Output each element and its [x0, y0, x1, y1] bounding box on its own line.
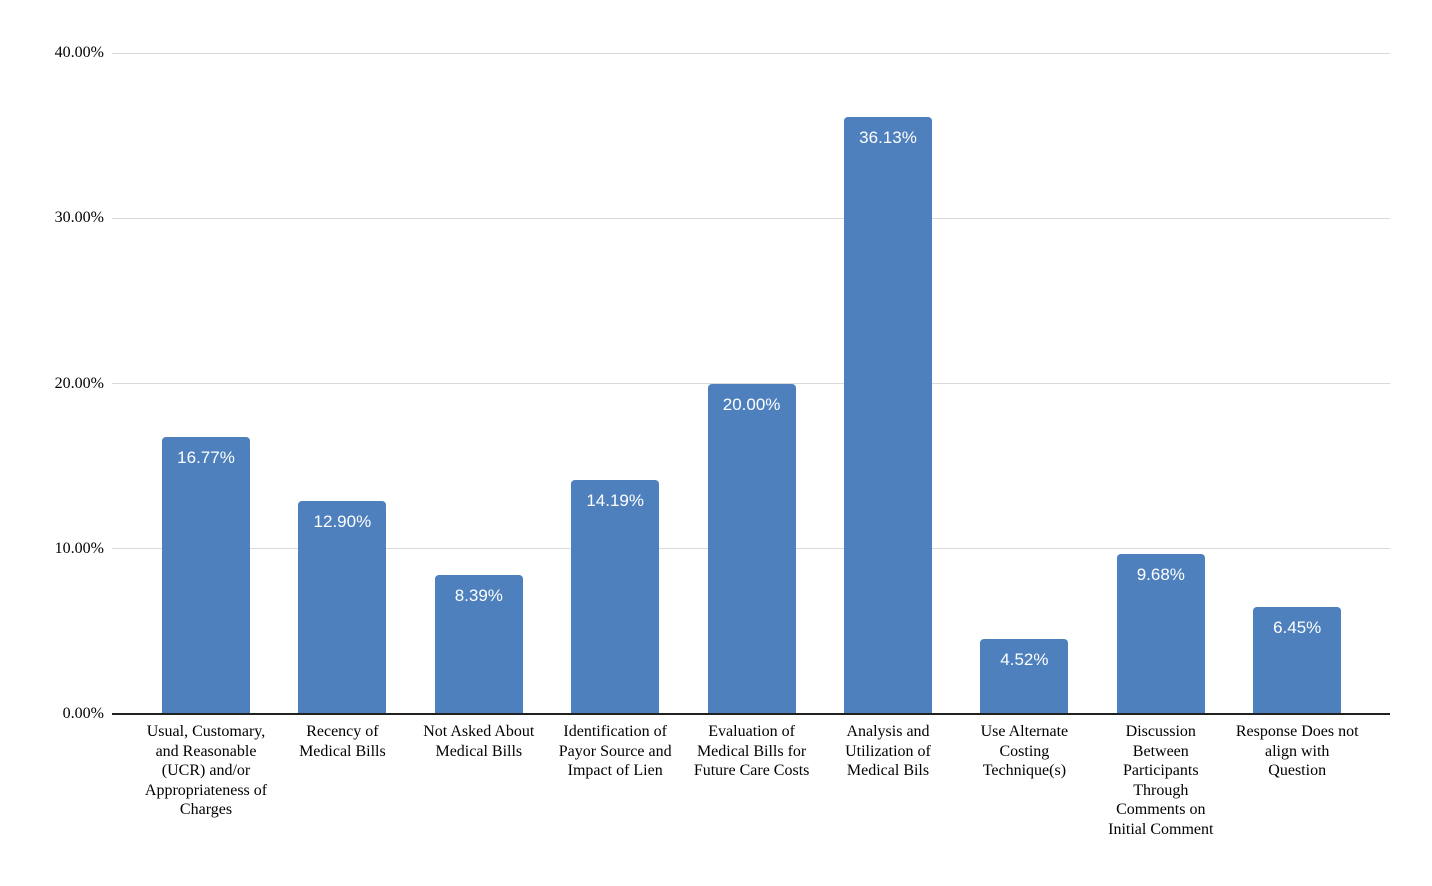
y-tick-label: 0.00%: [62, 705, 104, 722]
bar-1: 16.77%: [162, 436, 250, 714]
x-axis-line: [112, 713, 1390, 715]
bar-value-label: 16.77%: [177, 447, 235, 467]
bar-7: 4.52%: [980, 639, 1069, 714]
bar-value-label: 6.45%: [1273, 618, 1322, 638]
bar-value-label: 36.13%: [859, 127, 917, 147]
bar-value-label: 14.19%: [586, 490, 645, 510]
category-label-9: Response Does not align with Question: [1235, 723, 1359, 779]
bar-value-label: 8.39%: [454, 586, 503, 606]
gridline-40.00%: [112, 52, 1390, 54]
category-label-2: Recency of Medical Bills: [299, 723, 386, 760]
y-tick-label: 10.00%: [54, 539, 104, 557]
bar-value-label: 20.00%: [722, 394, 781, 414]
bar-4: 14.19%: [571, 479, 660, 714]
category-label-1: Usual, Customary, and Reasonable (UCR) a…: [144, 723, 268, 818]
y-tick-label: 20.00%: [54, 374, 104, 392]
bar-3: 8.39%: [434, 575, 523, 714]
bar-value-label: 4.52%: [1000, 650, 1049, 670]
category-label-3: Not Asked About Medical Bills: [423, 723, 535, 760]
bar-value-label: 9.68%: [1136, 565, 1185, 585]
y-tick-label: 40.00%: [54, 44, 104, 61]
category-label-6: Analysis and Utilization of Medical Bils: [845, 723, 931, 779]
bar-2: 12.90%: [298, 500, 387, 714]
category-label-7: Use Alternate Costing Technique(s): [980, 723, 1069, 779]
category-label-8: Discussion Between Participants Through …: [1108, 723, 1214, 838]
bar-6: 36.13%: [844, 116, 932, 714]
bar-8: 9.68%: [1116, 554, 1205, 714]
gridline-30.00%: [112, 217, 1390, 219]
category-label-4: Identification of Payor Source and Impac…: [558, 723, 672, 779]
bar-5: 20.00%: [707, 383, 796, 714]
y-tick-label: 30.00%: [54, 209, 104, 227]
bar-9: 6.45%: [1253, 607, 1342, 714]
bar-value-label: 12.90%: [313, 511, 372, 531]
category-label-5: Evaluation of Medical Bills for Future C…: [693, 723, 810, 779]
